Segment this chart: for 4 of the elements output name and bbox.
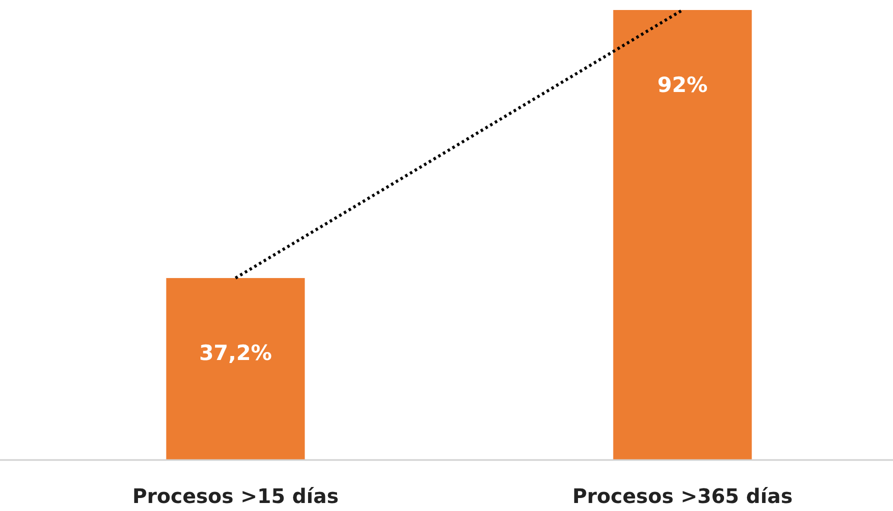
data-label: 37,2% xyxy=(199,341,272,366)
data-label: 92% xyxy=(657,73,708,97)
x-tick-label: Procesos >15 días xyxy=(132,484,339,508)
x-tick-label: Procesos >365 días xyxy=(572,484,793,508)
